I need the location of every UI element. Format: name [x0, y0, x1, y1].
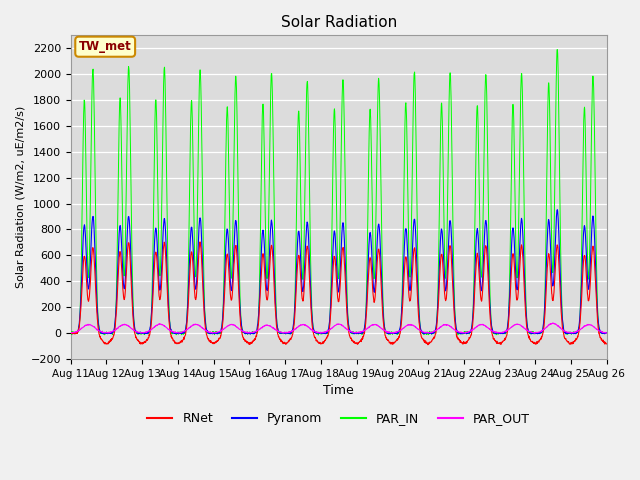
Text: TW_met: TW_met: [79, 40, 132, 53]
X-axis label: Time: Time: [323, 384, 354, 397]
Title: Solar Radiation: Solar Radiation: [280, 15, 397, 30]
Y-axis label: Solar Radiation (W/m2, uE/m2/s): Solar Radiation (W/m2, uE/m2/s): [15, 106, 25, 288]
Legend: RNet, Pyranom, PAR_IN, PAR_OUT: RNet, Pyranom, PAR_IN, PAR_OUT: [142, 407, 535, 430]
